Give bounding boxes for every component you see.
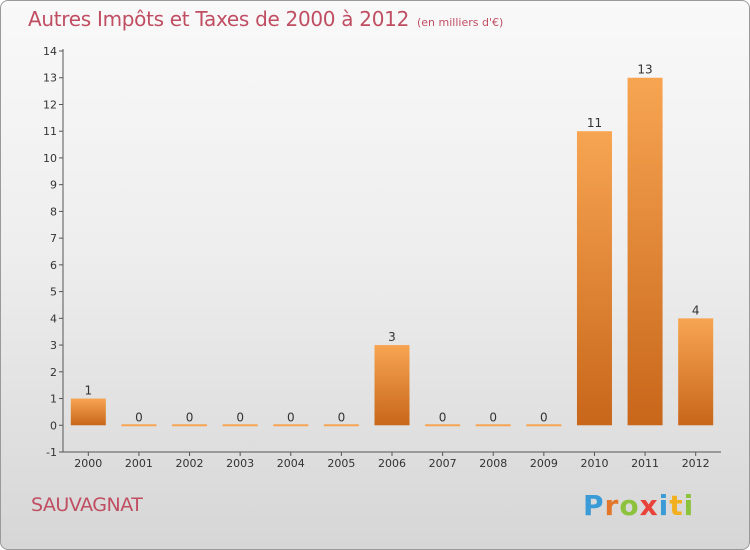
y-tick-label: 6	[50, 259, 57, 272]
logo-letter: P	[583, 489, 605, 522]
x-tick-label: 2002	[176, 457, 204, 470]
y-tick-label: 14	[43, 45, 57, 58]
y-tick-label: 4	[50, 312, 57, 325]
data-label: 0	[186, 410, 194, 424]
y-tick-label: -1	[46, 446, 57, 459]
x-tick-label: 2006	[378, 457, 406, 470]
data-label: 0	[135, 410, 143, 424]
proxiti-logo: Proxiti	[583, 489, 694, 522]
logo-letter: i	[658, 489, 670, 522]
bar	[526, 424, 562, 427]
bar	[172, 424, 208, 427]
bar	[678, 318, 714, 426]
data-label: 0	[439, 410, 447, 424]
x-tick-label: 2008	[479, 457, 507, 470]
data-label: 4	[692, 303, 700, 317]
x-tick-label: 2011	[631, 457, 659, 470]
y-tick-label: 13	[43, 72, 57, 85]
y-tick-label: 2	[50, 366, 57, 379]
logo-letter: i	[683, 489, 695, 522]
data-label: 1	[84, 384, 92, 398]
data-label: 0	[287, 410, 295, 424]
x-tick-label: 2009	[530, 457, 558, 470]
logo-letter: r	[604, 489, 620, 522]
bar	[576, 131, 612, 426]
data-label: 13	[637, 63, 652, 77]
chart-unit-label: (en milliers d'€)	[417, 16, 504, 29]
y-tick-label: 12	[43, 98, 57, 111]
y-tick-label: 8	[50, 205, 57, 218]
bar	[323, 424, 359, 427]
data-label: 0	[489, 410, 497, 424]
bar	[273, 424, 309, 427]
bar	[627, 77, 663, 426]
x-tick-label: 2012	[682, 457, 710, 470]
town-name: SAUVAGNAT	[31, 494, 143, 516]
bar	[425, 424, 461, 427]
logo-letter: o	[619, 489, 640, 522]
x-tick-label: 2003	[226, 457, 254, 470]
x-tick-label: 2004	[277, 457, 305, 470]
bar	[374, 345, 410, 426]
bar	[222, 424, 258, 427]
data-label: 11	[587, 116, 602, 130]
data-label: 0	[236, 410, 244, 424]
y-tick-label: 10	[43, 152, 57, 165]
y-tick-label: 7	[50, 232, 57, 245]
x-tick-label: 2005	[327, 457, 355, 470]
y-tick-label: 3	[50, 339, 57, 352]
y-tick-label: 0	[50, 419, 57, 432]
bar	[70, 398, 106, 426]
y-tick-label: 11	[43, 125, 57, 138]
data-label: 3	[388, 330, 396, 344]
logo-letter: x	[639, 489, 659, 522]
chart-title: Autres Impôts et Taxes de 2000 à 2012 (en…	[28, 7, 503, 31]
data-label: 0	[338, 410, 346, 424]
logo-letter: t	[669, 489, 684, 522]
x-tick-label: 2001	[125, 457, 153, 470]
bar	[475, 424, 511, 427]
y-tick-label: 5	[50, 286, 57, 299]
data-label: 0	[540, 410, 548, 424]
bar	[121, 424, 157, 427]
chart-title-text: Autres Impôts et Taxes de 2000 à 2012	[28, 7, 409, 31]
y-tick-label: 9	[50, 179, 57, 192]
y-tick-label: 1	[50, 393, 57, 406]
x-tick-label: 2007	[429, 457, 457, 470]
x-tick-label: 2010	[580, 457, 608, 470]
x-tick-label: 2000	[74, 457, 102, 470]
